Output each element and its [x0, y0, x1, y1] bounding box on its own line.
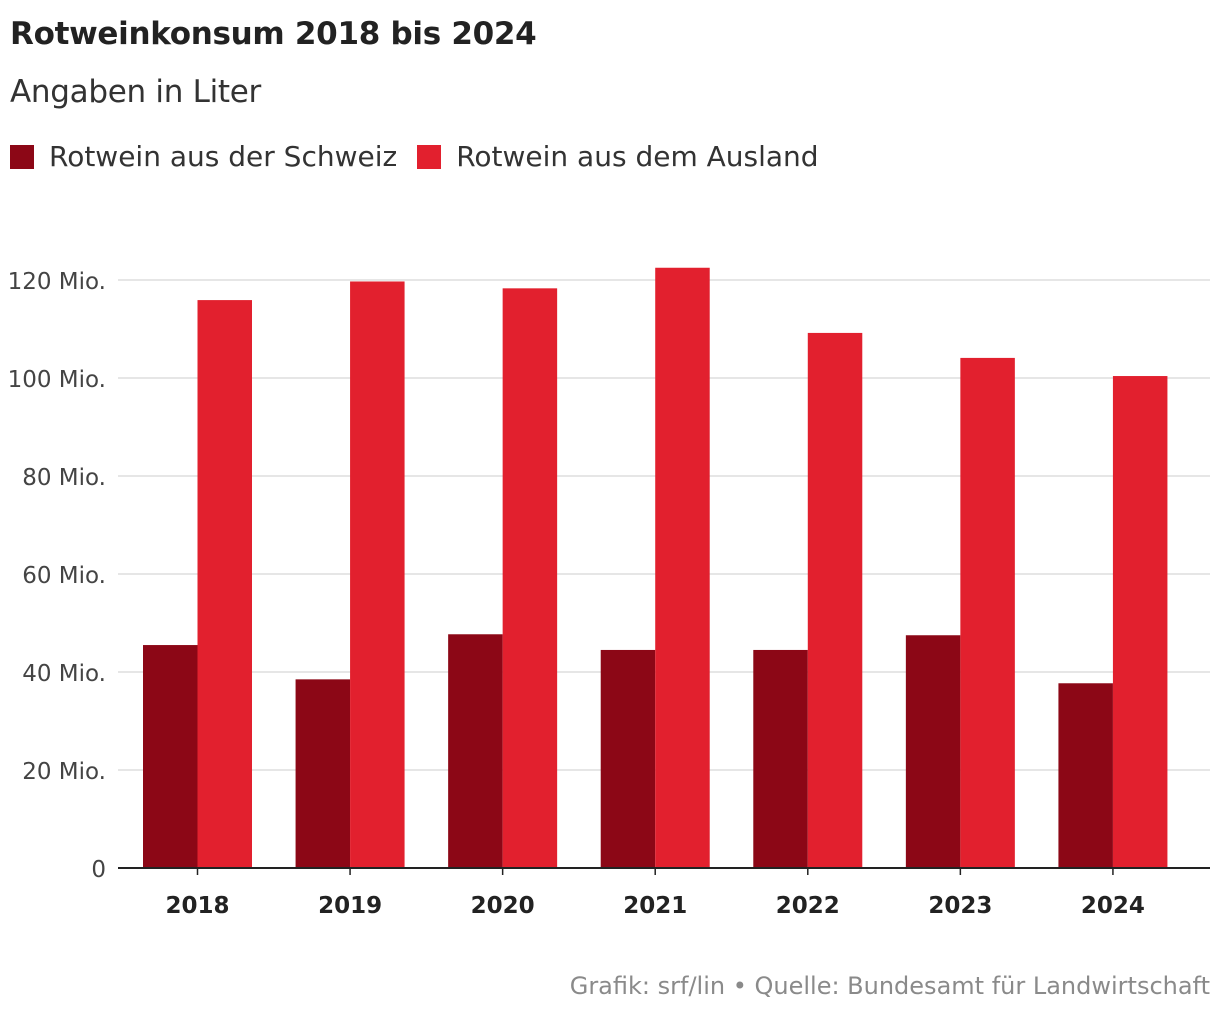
y-tick-label: 120 Mio. — [8, 269, 106, 295]
y-tick-label: 40 Mio. — [22, 661, 106, 687]
chart-subtitle: Angaben in Liter — [10, 74, 261, 110]
bar-schweiz — [448, 634, 503, 868]
y-tick-label: 60 Mio. — [22, 563, 106, 589]
x-tick-label: 2018 — [165, 893, 229, 919]
source-footer: Grafik: srf/lin • Quelle: Bundesamt für … — [569, 972, 1210, 1000]
y-tick-label: 100 Mio. — [8, 367, 106, 393]
bar-ausland — [807, 332, 863, 868]
bar-ausland — [502, 288, 558, 869]
chart-title: Rotweinkonsum 2018 bis 2024 — [10, 16, 537, 52]
legend: Rotwein aus der Schweiz Rotwein aus dem … — [10, 140, 839, 173]
bar-schweiz — [600, 649, 656, 868]
x-tick-label: 2022 — [776, 893, 840, 919]
x-tick-label: 2020 — [471, 893, 535, 919]
bar-schweiz — [905, 635, 961, 868]
legend-label-schweiz: Rotwein aus der Schweiz — [49, 140, 398, 173]
bar-schweiz — [753, 649, 808, 868]
bar-schweiz — [295, 679, 351, 868]
bar-ausland — [960, 357, 1015, 868]
bar-schweiz — [143, 645, 198, 868]
y-tick-label: 20 Mio. — [22, 759, 106, 785]
y-tick-label: 0 — [91, 857, 106, 883]
bar-chart: 0 20 Mio. 40 Mio. 60 Mio. 80 Mio. 100 Mio. 120… — [8, 267, 1210, 919]
bar-ausland — [350, 281, 405, 869]
legend-label-ausland: Rotwein aus dem Ausland — [456, 140, 819, 173]
x-tick-label: 2024 — [1081, 893, 1145, 919]
legend-swatch-ausland — [417, 144, 442, 169]
legend-swatch-schweiz — [10, 144, 34, 169]
bar-ausland — [197, 300, 252, 869]
y-tick-label: 80 Mio. — [22, 465, 106, 491]
bar-schweiz — [1058, 683, 1113, 868]
x-tick-label: 2019 — [318, 893, 382, 919]
x-tick-label: 2023 — [928, 893, 992, 919]
legend-item-ausland: Rotwein aus dem Ausland — [417, 140, 819, 173]
x-tick-label: 2021 — [623, 893, 687, 919]
bar-ausland — [1112, 376, 1168, 868]
legend-item-schweiz: Rotwein aus der Schweiz — [10, 140, 397, 173]
bar-ausland — [655, 267, 710, 868]
